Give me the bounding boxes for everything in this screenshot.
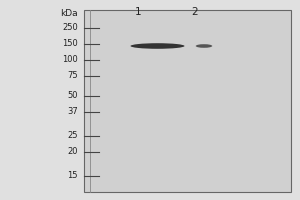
Text: 25: 25 <box>68 132 78 140</box>
Bar <box>84 10 291 192</box>
Text: 37: 37 <box>67 108 78 116</box>
Ellipse shape <box>196 44 212 48</box>
Text: 50: 50 <box>68 92 78 100</box>
Text: 1: 1 <box>135 7 141 17</box>
Text: 100: 100 <box>62 55 78 64</box>
Text: kDa: kDa <box>60 9 78 19</box>
Text: 15: 15 <box>68 171 78 180</box>
Text: 250: 250 <box>62 23 78 32</box>
Text: 2: 2 <box>192 7 198 17</box>
Text: 20: 20 <box>68 148 78 156</box>
Text: 75: 75 <box>68 72 78 80</box>
Text: 150: 150 <box>62 40 78 48</box>
Ellipse shape <box>130 43 184 49</box>
